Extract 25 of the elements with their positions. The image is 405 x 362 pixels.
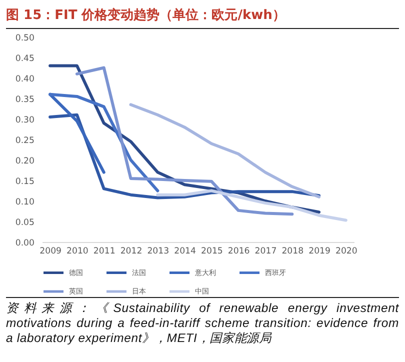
y-tick-label: 0.00 (15, 238, 34, 248)
x-tick-label: 2012 (120, 246, 142, 256)
x-tick-label: 2013 (147, 246, 170, 256)
x-tick-label: 2011 (93, 246, 116, 256)
x-tick-label: 2015 (201, 246, 223, 256)
x-tick-label: 2019 (308, 246, 330, 256)
x-tick-label: 2016 (228, 246, 250, 256)
y-tick-label: 0.30 (15, 116, 34, 126)
y-tick-label: 0.15 (15, 177, 34, 187)
y-tick-label: 0.20 (15, 156, 34, 166)
x-tick-label: 2020 (335, 246, 358, 256)
x-tick-label: 2017 (254, 246, 277, 256)
y-tick-label: 0.25 (15, 136, 34, 146)
chart-title: 图 15：FIT 价格变动趋势（单位：欧元/kwh） (6, 6, 399, 29)
x-tick-label: 2014 (174, 246, 196, 256)
y-tick-label: 0.35 (15, 95, 34, 105)
y-tick-label: 0.10 (15, 198, 34, 208)
y-tick-label: 0.05 (15, 218, 34, 228)
y-tick-label: 0.40 (15, 74, 34, 84)
x-tick-label: 2018 (282, 246, 304, 256)
text: 资料来源：《Sustainability of renewable energy investment motivations during a feed-in-tariff scheme transition: evidence from a laboratory experiment》，METI，国家能源局 (6, 297, 399, 346)
x-tick-label: 2009 (40, 246, 62, 256)
x-tick-label: 2010 (66, 246, 88, 256)
y-tick-label: 0.50 (15, 34, 34, 44)
y-tick-label: 0.45 (15, 54, 34, 64)
